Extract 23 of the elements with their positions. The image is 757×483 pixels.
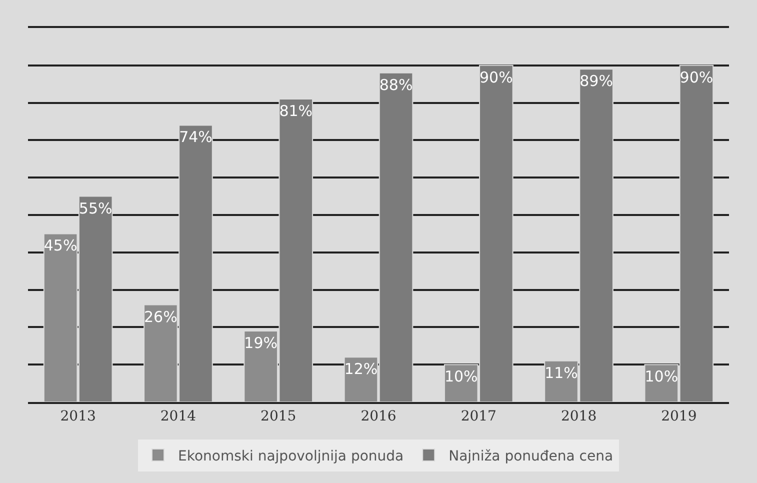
data-label: 12% — [344, 360, 378, 378]
data-label: 90% — [480, 68, 513, 86]
legend-label: Ekonomski najpovoljnija ponuda — [178, 448, 404, 464]
data-label: 45% — [44, 236, 78, 255]
x-tick-label: 2019 — [661, 408, 697, 425]
x-tick-label: 2018 — [560, 408, 597, 425]
legend-label: Najniža ponuđena cena — [448, 448, 614, 464]
data-label: 11% — [544, 364, 578, 382]
x-tick-label: 2013 — [60, 408, 96, 425]
data-label: 89% — [580, 72, 613, 90]
x-tick-label: 2016 — [360, 408, 396, 425]
data-label: 10% — [644, 368, 678, 386]
data-label: 19% — [244, 334, 278, 352]
data-label: 81% — [279, 102, 313, 120]
data-label: 26% — [144, 308, 178, 326]
data-label: 55% — [78, 199, 112, 218]
data-label: 88% — [379, 76, 413, 94]
data-label: 10% — [444, 368, 478, 386]
x-tick-label: 2015 — [260, 408, 296, 425]
data-label: 74% — [179, 128, 212, 146]
x-tick-label: 2017 — [460, 408, 496, 425]
x-tick-label: 2014 — [160, 408, 196, 425]
data-label: 90% — [680, 68, 714, 86]
